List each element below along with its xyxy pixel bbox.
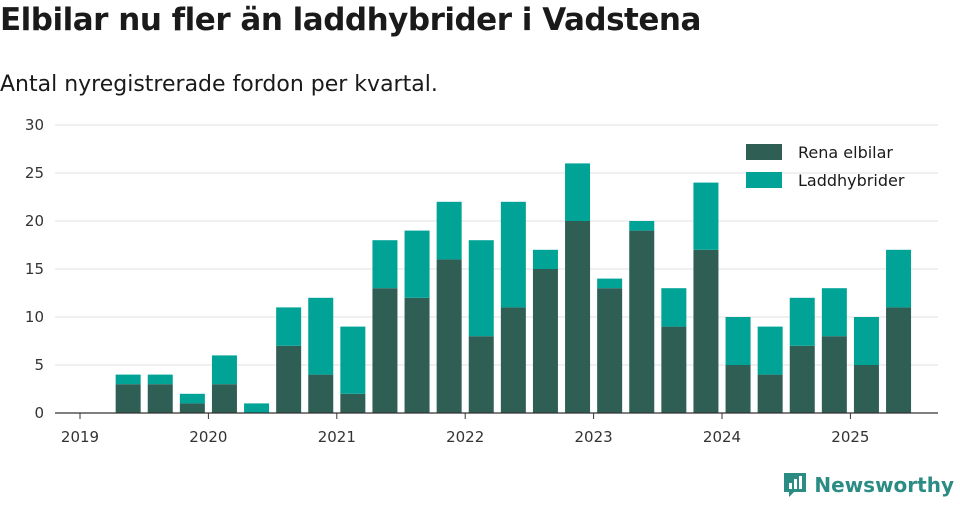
bar-rena-elbilar — [500, 307, 526, 413]
legend-swatch — [746, 144, 782, 160]
bar-laddhybrider — [853, 317, 879, 365]
x-tick-label: 2025 — [831, 428, 869, 446]
newsworthy-logo-icon — [784, 473, 807, 497]
x-tick-label: 2022 — [446, 428, 484, 446]
bar-laddhybrider — [725, 317, 751, 365]
bar-laddhybrider — [565, 163, 591, 221]
bar-rena-elbilar — [629, 230, 655, 413]
bar-laddhybrider — [372, 240, 398, 289]
gridlines — [55, 124, 938, 366]
bar-rena-elbilar — [211, 384, 237, 413]
bar-rena-elbilar — [597, 288, 623, 413]
bar-laddhybrider — [468, 240, 494, 337]
y-tick-label: 20 — [25, 212, 44, 230]
legend: Rena elbilar Laddhybrider — [746, 143, 905, 190]
bar-laddhybrider — [308, 297, 334, 375]
newsworthy-brand: Newsworthy — [782, 471, 954, 499]
bar-rena-elbilar — [565, 221, 591, 413]
chart-title: Elbilar nu fler än laddhybrider i Vadste… — [0, 2, 701, 38]
bar-rena-elbilar — [468, 336, 494, 413]
bar-laddhybrider — [693, 182, 719, 250]
bar-rena-elbilar — [147, 384, 173, 413]
brand-name: Newsworthy — [814, 473, 954, 497]
y-tick-label: 0 — [34, 404, 44, 422]
y-tick-label: 5 — [34, 356, 44, 374]
bar-rena-elbilar — [821, 336, 847, 413]
bar-laddhybrider — [436, 201, 462, 260]
bar-rena-elbilar — [886, 307, 912, 413]
bars — [115, 163, 912, 413]
bar-rena-elbilar — [340, 393, 366, 413]
bar-laddhybrider — [244, 403, 270, 413]
bar-rena-elbilar — [532, 269, 558, 413]
bar-rena-elbilar — [693, 249, 719, 413]
bar-rena-elbilar — [276, 345, 302, 413]
x-tick-label: 2024 — [703, 428, 741, 446]
bar-rena-elbilar — [436, 259, 462, 413]
bar-laddhybrider — [886, 249, 912, 308]
bar-laddhybrider — [340, 326, 366, 394]
bar-laddhybrider — [179, 393, 205, 404]
bar-laddhybrider — [500, 201, 526, 308]
legend-swatch — [746, 172, 782, 188]
bar-rena-elbilar — [661, 326, 687, 413]
y-tick-label: 30 — [25, 116, 44, 134]
bar-laddhybrider — [789, 297, 815, 346]
x-tick-label: 2019 — [61, 428, 99, 446]
bar-laddhybrider — [211, 355, 237, 385]
x-tick-label: 2021 — [318, 428, 356, 446]
y-tick-label: 10 — [25, 308, 44, 326]
x-tick-label: 2023 — [575, 428, 613, 446]
legend-label: Laddhybrider — [798, 171, 905, 190]
bar-rena-elbilar — [179, 403, 205, 413]
bar-rena-elbilar — [853, 365, 879, 413]
bar-laddhybrider — [115, 374, 141, 385]
bar-laddhybrider — [597, 278, 623, 289]
bar-laddhybrider — [757, 326, 783, 375]
bar-laddhybrider — [276, 307, 302, 346]
bar-rena-elbilar — [757, 374, 783, 413]
bar-laddhybrider — [821, 288, 847, 337]
y-tick-label: 15 — [25, 260, 44, 278]
bar-rena-elbilar — [789, 345, 815, 413]
bar-laddhybrider — [629, 221, 655, 231]
legend-label: Rena elbilar — [798, 143, 893, 162]
bar-laddhybrider — [661, 288, 687, 327]
chart-subtitle: Antal nyregistrerade fordon per kvartal. — [0, 72, 438, 97]
bar-laddhybrider — [404, 230, 430, 298]
bar-rena-elbilar — [372, 288, 398, 413]
bar-rena-elbilar — [404, 297, 430, 413]
bar-laddhybrider — [532, 249, 558, 269]
bar-rena-elbilar — [308, 374, 334, 413]
y-tick-label: 25 — [25, 164, 44, 182]
x-tick-label: 2020 — [189, 428, 227, 446]
bar-rena-elbilar — [115, 384, 141, 413]
bar-rena-elbilar — [725, 365, 751, 413]
bar-laddhybrider — [147, 374, 173, 385]
